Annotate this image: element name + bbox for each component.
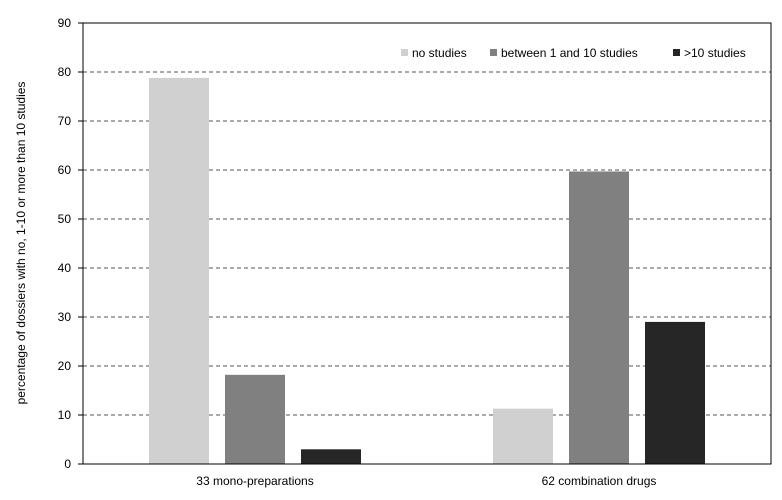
- legend-label: no studies: [412, 46, 467, 60]
- legend-swatch: [490, 49, 497, 56]
- x-category-label: 33 mono-preparations: [196, 474, 313, 488]
- y-tick-label: 20: [58, 359, 72, 373]
- x-axis-categories: 33 mono-preparations 62 combination drugs: [196, 474, 656, 488]
- y-tick-label: 10: [58, 408, 72, 422]
- y-tick-label: 0: [64, 457, 71, 471]
- bar: [149, 77, 209, 464]
- y-axis-ticks: 0 10 20 30 40 50 60 70 80 90: [58, 16, 83, 471]
- bars: [149, 77, 705, 464]
- legend-swatch: [673, 49, 680, 56]
- bar: [225, 374, 285, 464]
- plot-area-frame: [82, 22, 772, 465]
- bar: [301, 449, 361, 464]
- y-tick-label: 60: [58, 163, 72, 177]
- y-tick-label: 30: [58, 310, 72, 324]
- legend-label: between 1 and 10 studies: [501, 46, 638, 60]
- y-tick-label: 50: [58, 212, 72, 226]
- y-tick-label: 80: [58, 65, 72, 79]
- legend: no studies between 1 and 10 studies >10 st…: [401, 46, 746, 60]
- x-category-label: 62 combination drugs: [542, 474, 657, 488]
- bar: [493, 408, 553, 464]
- bar: [569, 171, 629, 464]
- bar: [645, 321, 705, 464]
- legend-swatch: [401, 49, 408, 56]
- legend-label: >10 studies: [684, 46, 746, 60]
- y-tick-label: 40: [58, 261, 72, 275]
- y-tick-label: 90: [58, 16, 72, 30]
- y-tick-label: 70: [58, 114, 72, 128]
- y-axis-label: percentage of dossiers with no, 1-10 or …: [14, 82, 28, 405]
